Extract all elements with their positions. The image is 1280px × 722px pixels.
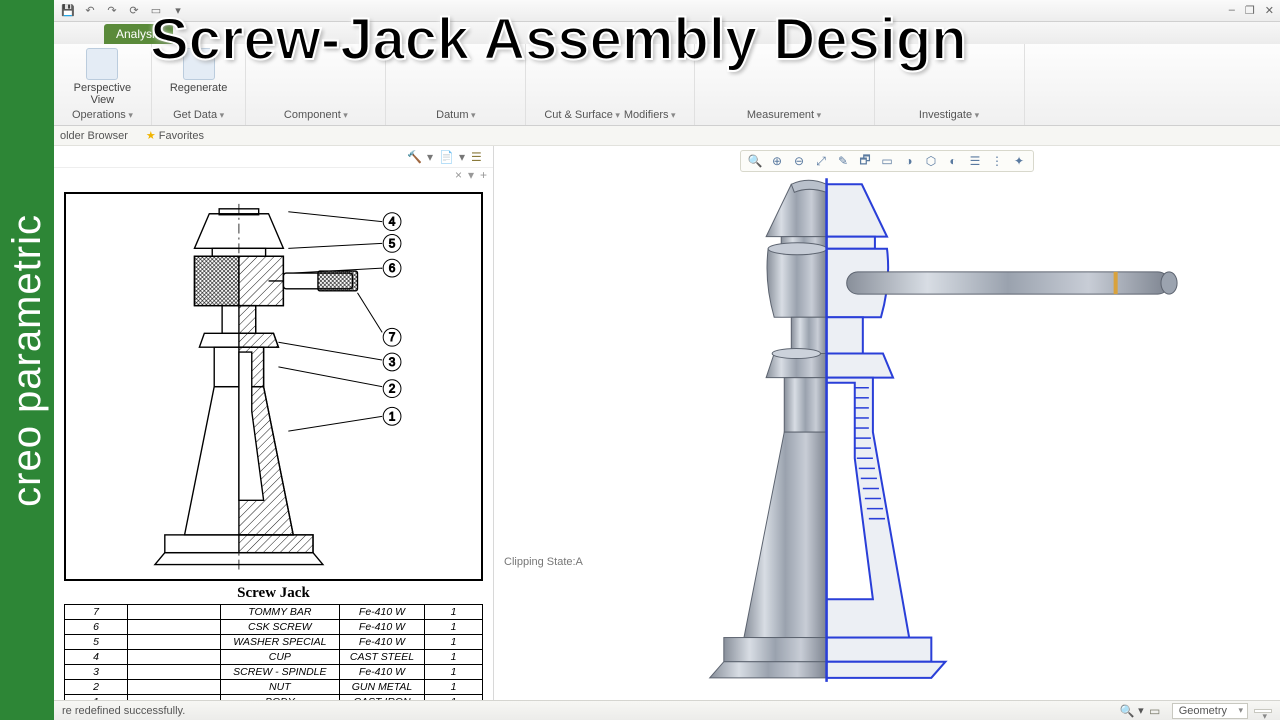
close-button[interactable]: ✕ — [1265, 4, 1274, 17]
table-row: 4CUPCAST STEEL1 — [65, 650, 483, 665]
regenerate-icon[interactable]: ⟳ — [126, 3, 142, 19]
status-message: re redefined successfully. — [62, 705, 185, 717]
svg-text:7: 7 — [389, 330, 396, 344]
drawing-panel: 🔨 ▾ 📄 ▾ ☰ × ▾ + — [54, 146, 494, 700]
ribbon-group-datum: Datum — [386, 44, 526, 125]
favorites-button[interactable]: ★Favorites — [146, 129, 204, 142]
ribbon-group-getdata: Regenerate Get Data — [152, 44, 247, 125]
perspective-icon — [86, 48, 118, 80]
table-row: 7TOMMY BARFe-410 W1 — [65, 605, 483, 620]
named-view-icon[interactable]: ◑ — [901, 153, 917, 169]
callout-5: 5 — [288, 235, 401, 253]
drawing-title: Screw Jack — [64, 581, 483, 604]
selection-dropdown2[interactable] — [1254, 709, 1272, 713]
group-label[interactable]: Cut & Surface — [544, 109, 620, 123]
svg-text:2: 2 — [389, 382, 396, 396]
ribbon-group-measurement: Measurement — [695, 44, 875, 125]
selrect-icon[interactable]: ▭ — [1147, 703, 1163, 719]
table-row: 6CSK SCREWFe-410 W1 — [65, 620, 483, 635]
clipping-state-label: Clipping State:A — [504, 556, 583, 568]
panel-tabstrip: × ▾ + — [54, 168, 493, 186]
windows-icon[interactable]: ▭ — [148, 3, 164, 19]
group-label[interactable]: Operations — [72, 109, 133, 123]
callout-4: 4 — [288, 212, 401, 231]
main-area: 🔨 ▾ 📄 ▾ ☰ × ▾ + — [54, 146, 1280, 700]
svg-text:3: 3 — [389, 355, 396, 369]
brand-text: creo parametric — [5, 214, 50, 507]
regenerate-button[interactable]: Regenerate — [170, 48, 228, 94]
find-icon[interactable]: 🔍 — [1119, 703, 1135, 719]
save-icon[interactable]: 💾 — [60, 3, 76, 19]
group-label[interactable]: Component — [284, 109, 348, 123]
panel-toolbar: 🔨 ▾ 📄 ▾ ☰ — [54, 146, 493, 168]
brand-sidebar: creo parametric — [0, 0, 54, 720]
star-icon: ★ — [146, 130, 156, 142]
svg-text:4: 4 — [389, 215, 396, 229]
redo-icon[interactable]: ↷ — [104, 3, 120, 19]
callout-3: 3 — [278, 342, 401, 371]
model-render — [494, 146, 1280, 700]
tab-analysis[interactable]: Analysis — [104, 24, 173, 44]
zoom-window-icon[interactable]: 🔍 — [747, 153, 763, 169]
doc-icon[interactable]: 📄 — [439, 150, 453, 164]
group-label[interactable]: Measurement — [747, 109, 821, 123]
zoom-out-icon[interactable]: ⊖ — [791, 153, 807, 169]
svg-text:5: 5 — [389, 236, 396, 250]
table-row: 3SCREW - SPINDLEFe-410 W1 — [65, 665, 483, 680]
drawing-wrap: 4 5 6 7 3 2 1 Screw Jack 7TOMMY BARFe-41… — [54, 186, 493, 700]
viewport-toolbar: 🔍 ⊕ ⊖ ⤢ ✎ 🗗 ▭ ◑ ⬡ ◐ ☰ ⋮ ✦ — [740, 150, 1034, 172]
ribbon-group-investigate: Investigate — [875, 44, 1025, 125]
group-label[interactable]: Investigate — [919, 109, 979, 123]
drawing-frame: 4 5 6 7 3 2 1 — [64, 192, 483, 581]
table-row: 2NUTGUN METAL1 — [65, 680, 483, 695]
ribbon-group-component: Component — [246, 44, 386, 125]
undo-icon[interactable]: ↶ — [82, 3, 98, 19]
regen-icon — [183, 48, 215, 80]
selection-filter-dropdown[interactable]: Geometry — [1172, 703, 1248, 719]
ribbon: Perspective View Operations Regenerate G… — [54, 44, 1280, 126]
perspective-view-button[interactable]: Perspective View — [74, 48, 131, 106]
more-icon[interactable]: ✦ — [1011, 153, 1027, 169]
repaint-icon[interactable]: ✎ — [835, 153, 851, 169]
refit-icon[interactable]: ⤢ — [813, 153, 829, 169]
hammer-icon[interactable]: 🔨 — [407, 150, 421, 164]
group-label[interactable]: Datum — [436, 109, 475, 123]
ribbon-group-cutsurface: Cut & Surface Modifiers — [526, 44, 694, 125]
quick-access-toolbar: 💾 ↶ ↷ ⟳ ▭ ▾ – ❐ ✕ — [54, 0, 1280, 22]
folder-browser-button[interactable]: older Browser — [60, 130, 128, 142]
zoom-in-icon[interactable]: ⊕ — [769, 153, 785, 169]
subtoolbar: older Browser ★Favorites — [54, 126, 1280, 146]
dropdown-icon[interactable]: ▾ — [427, 150, 433, 164]
dropdown-icon[interactable]: ▾ — [468, 168, 474, 186]
callout-7: 7 — [357, 293, 400, 346]
layers-icon[interactable]: ☰ — [967, 153, 983, 169]
group-label[interactable]: Modifiers — [624, 109, 676, 123]
ribbon-group-operations: Perspective View Operations — [54, 44, 152, 125]
callout-1: 1 — [288, 407, 401, 431]
group-label[interactable]: Get Data — [173, 109, 224, 123]
dropdown-icon[interactable]: ▾ — [170, 3, 186, 19]
window-controls: – ❐ ✕ — [1229, 4, 1274, 17]
close-tab-icon[interactable]: × — [455, 168, 462, 186]
ribbon-tabs: Analysis — [54, 22, 1280, 44]
saved-view-icon[interactable]: ⬡ — [923, 153, 939, 169]
layers2-icon[interactable]: ⋮ — [989, 153, 1005, 169]
callout-2: 2 — [278, 367, 401, 398]
list-icon[interactable]: ☰ — [471, 150, 485, 164]
minimize-button[interactable]: – — [1229, 4, 1235, 17]
shade-icon[interactable]: ◐ — [945, 153, 961, 169]
maximize-button[interactable]: ❐ — [1245, 4, 1255, 17]
viewport-3d[interactable]: 🔍 ⊕ ⊖ ⤢ ✎ 🗗 ▭ ◑ ⬡ ◐ ☰ ⋮ ✦ — [494, 146, 1280, 700]
spin-icon[interactable]: 🗗 — [857, 153, 873, 169]
svg-text:6: 6 — [389, 261, 396, 275]
pan-icon[interactable]: ▭ — [879, 153, 895, 169]
bom-table: 7TOMMY BARFe-410 W16CSK SCREWFe-410 W15W… — [64, 604, 483, 700]
engineering-drawing: 4 5 6 7 3 2 1 — [66, 194, 481, 579]
svg-text:1: 1 — [389, 409, 396, 423]
status-bar: re redefined successfully. 🔍 ▾ ▭ Geometr… — [54, 700, 1280, 720]
table-row: 5WASHER SPECIALFe-410 W1 — [65, 635, 483, 650]
dropdown-icon[interactable]: ▾ — [459, 150, 465, 164]
add-tab-icon[interactable]: + — [480, 168, 487, 186]
